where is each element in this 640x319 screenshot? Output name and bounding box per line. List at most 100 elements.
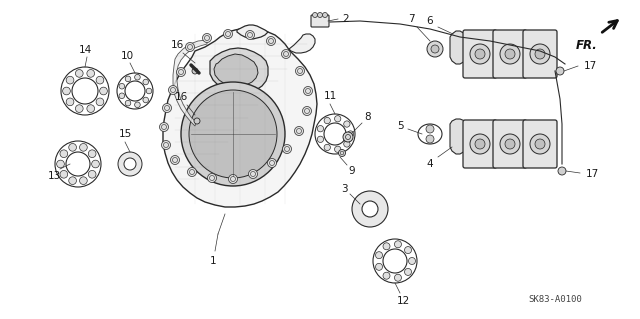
Circle shape	[57, 160, 65, 168]
Circle shape	[383, 272, 390, 279]
Circle shape	[470, 134, 490, 154]
Circle shape	[282, 145, 291, 153]
Circle shape	[530, 44, 550, 64]
Circle shape	[248, 169, 257, 179]
Circle shape	[335, 115, 341, 122]
Circle shape	[317, 12, 323, 18]
Circle shape	[134, 102, 140, 108]
Circle shape	[348, 131, 354, 137]
Circle shape	[535, 49, 545, 59]
Circle shape	[194, 118, 200, 124]
FancyBboxPatch shape	[311, 15, 329, 27]
Circle shape	[500, 134, 520, 154]
Circle shape	[408, 257, 415, 264]
Circle shape	[76, 105, 83, 112]
Text: 13: 13	[47, 171, 61, 181]
Text: SK83-A0100: SK83-A0100	[528, 295, 582, 304]
FancyBboxPatch shape	[523, 120, 557, 168]
Text: 7: 7	[408, 14, 414, 24]
Circle shape	[556, 67, 564, 75]
Circle shape	[161, 140, 170, 150]
Circle shape	[163, 103, 172, 113]
Circle shape	[189, 90, 277, 178]
Circle shape	[303, 86, 312, 95]
Circle shape	[68, 177, 76, 184]
Text: 2: 2	[342, 14, 349, 24]
Circle shape	[335, 146, 341, 152]
Polygon shape	[237, 25, 268, 39]
Circle shape	[92, 160, 99, 168]
Circle shape	[100, 87, 108, 95]
Text: 8: 8	[365, 112, 371, 122]
Circle shape	[505, 49, 515, 59]
Polygon shape	[214, 54, 258, 87]
Circle shape	[362, 201, 378, 217]
Polygon shape	[163, 28, 317, 207]
FancyBboxPatch shape	[523, 30, 557, 78]
Circle shape	[344, 141, 350, 147]
Circle shape	[170, 155, 179, 165]
Circle shape	[505, 139, 515, 149]
Text: 15: 15	[118, 129, 132, 139]
Circle shape	[88, 150, 96, 158]
Text: 3: 3	[340, 184, 348, 194]
Circle shape	[96, 98, 104, 106]
Circle shape	[181, 82, 285, 186]
Circle shape	[376, 252, 383, 259]
Circle shape	[186, 42, 195, 51]
Circle shape	[343, 132, 353, 142]
Circle shape	[383, 243, 390, 250]
Text: 6: 6	[427, 16, 433, 26]
Circle shape	[535, 139, 545, 149]
Circle shape	[124, 158, 136, 170]
Circle shape	[323, 12, 328, 18]
Circle shape	[76, 70, 83, 77]
Circle shape	[202, 33, 211, 42]
Circle shape	[394, 241, 401, 248]
Polygon shape	[210, 48, 268, 93]
Circle shape	[60, 150, 68, 158]
Circle shape	[317, 136, 324, 143]
Circle shape	[134, 74, 140, 80]
Circle shape	[192, 68, 198, 74]
Circle shape	[63, 87, 70, 95]
Circle shape	[470, 44, 490, 64]
FancyBboxPatch shape	[493, 120, 527, 168]
Text: 12: 12	[396, 296, 410, 306]
Text: FR.: FR.	[576, 39, 598, 52]
Circle shape	[87, 105, 95, 112]
Text: 1: 1	[210, 256, 216, 266]
Circle shape	[119, 83, 125, 89]
Circle shape	[246, 31, 255, 40]
Circle shape	[339, 150, 346, 157]
Circle shape	[66, 76, 74, 84]
Text: 17: 17	[586, 169, 598, 179]
Circle shape	[426, 135, 434, 143]
FancyBboxPatch shape	[493, 30, 527, 78]
Circle shape	[475, 139, 485, 149]
Circle shape	[159, 122, 168, 131]
Circle shape	[530, 134, 550, 154]
Circle shape	[79, 177, 87, 184]
Polygon shape	[173, 40, 207, 126]
Circle shape	[296, 66, 305, 76]
Circle shape	[118, 152, 142, 176]
Text: 5: 5	[397, 121, 403, 131]
Circle shape	[475, 49, 485, 59]
Circle shape	[431, 45, 439, 53]
Circle shape	[558, 167, 566, 175]
Circle shape	[294, 127, 303, 136]
Circle shape	[223, 29, 232, 39]
Circle shape	[317, 126, 324, 132]
Text: 16: 16	[174, 92, 188, 102]
Text: 17: 17	[584, 61, 596, 71]
Circle shape	[66, 98, 74, 106]
Circle shape	[188, 167, 196, 176]
Circle shape	[143, 97, 148, 103]
Text: 16: 16	[170, 40, 184, 50]
Circle shape	[426, 125, 434, 133]
Circle shape	[500, 44, 520, 64]
Circle shape	[125, 100, 131, 106]
FancyBboxPatch shape	[463, 120, 497, 168]
Text: 14: 14	[78, 45, 92, 55]
